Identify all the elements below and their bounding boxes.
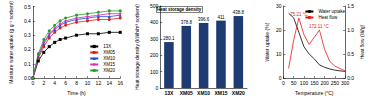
svg-text:XM05: XM05 (180, 90, 193, 96)
svg-text:Heat flow (W/g): Heat flow (W/g) (359, 24, 365, 59)
svg-text:100: 100 (150, 69, 159, 75)
svg-text:13X: 13X (103, 44, 111, 49)
svg-text:396.6: 396.6 (198, 17, 210, 22)
svg-text:1.5: 1.5 (347, 3, 354, 9)
svg-text:411: 411 (217, 15, 225, 20)
svg-text:300: 300 (341, 80, 350, 86)
svg-text:75.21 °C: 75.21 °C (290, 12, 308, 17)
svg-text:50: 50 (291, 80, 297, 86)
svg-text:0.3: 0.3 (24, 32, 31, 38)
svg-text:0: 0 (282, 80, 285, 86)
svg-text:Temperature (°C): Temperature (°C) (295, 90, 334, 96)
svg-text:XM20: XM20 (232, 90, 245, 96)
svg-text:Heat storage density: Heat storage density (157, 7, 202, 12)
svg-text:XM05: XM05 (103, 50, 115, 55)
svg-text:XM15: XM15 (103, 62, 115, 67)
svg-text:30: 30 (276, 3, 282, 9)
svg-text:0: 0 (278, 75, 282, 82)
svg-text:8: 8 (75, 80, 78, 86)
svg-text:0.2: 0.2 (24, 46, 31, 52)
svg-text:Water uptake (%): Water uptake (%) (264, 22, 270, 61)
svg-text:10: 10 (276, 51, 282, 57)
svg-text:2: 2 (42, 80, 45, 86)
svg-text:0: 0 (31, 80, 34, 86)
svg-text:XM20: XM20 (103, 68, 115, 73)
svg-text:Heat flow: Heat flow (318, 15, 338, 20)
svg-text:4: 4 (53, 80, 56, 86)
svg-text:Water uptake: Water uptake (318, 9, 345, 14)
svg-text:280.1: 280.1 (163, 36, 175, 41)
svg-text:378.8: 378.8 (181, 20, 193, 25)
svg-text:0.1: 0.1 (24, 61, 31, 67)
svg-text:150: 150 (310, 80, 319, 86)
svg-text:XM10: XM10 (197, 90, 210, 96)
svg-text:0.0: 0.0 (24, 75, 31, 81)
svg-text:172.11 °C: 172.11 °C (309, 24, 329, 29)
svg-text:1.0: 1.0 (347, 27, 354, 33)
svg-text:14: 14 (107, 80, 113, 86)
svg-text:Time (h): Time (h) (67, 90, 86, 96)
svg-text:12: 12 (96, 80, 102, 86)
svg-text:100: 100 (300, 80, 309, 86)
svg-text:0.5: 0.5 (24, 4, 31, 10)
svg-text:Heat storage density (kWh/m³ s: Heat storage density (kWh/m³ sorbent) (134, 4, 140, 90)
svg-text:300: 300 (150, 36, 159, 42)
svg-text:XM10: XM10 (103, 56, 115, 61)
svg-text:0.4: 0.4 (24, 18, 31, 24)
svg-text:13X: 13X (164, 90, 174, 96)
svg-text:0.0: 0.0 (347, 75, 355, 82)
svg-text:250: 250 (331, 80, 340, 86)
svg-text:0.5: 0.5 (347, 51, 354, 57)
svg-text:XM15: XM15 (214, 90, 227, 96)
svg-text:20: 20 (276, 27, 282, 33)
svg-text:0: 0 (155, 85, 158, 91)
svg-text:400: 400 (150, 19, 159, 25)
svg-text:200: 200 (320, 80, 329, 86)
svg-text:200: 200 (150, 52, 159, 58)
svg-text:6: 6 (64, 80, 67, 86)
svg-text:438.8: 438.8 (233, 10, 245, 15)
svg-text:10: 10 (85, 80, 91, 86)
svg-text:Moisture water uptake (g g⁻¹ s: Moisture water uptake (g g⁻¹ sorbent) (8, 1, 14, 84)
svg-text:500: 500 (149, 3, 159, 9)
svg-text:16: 16 (117, 80, 123, 86)
